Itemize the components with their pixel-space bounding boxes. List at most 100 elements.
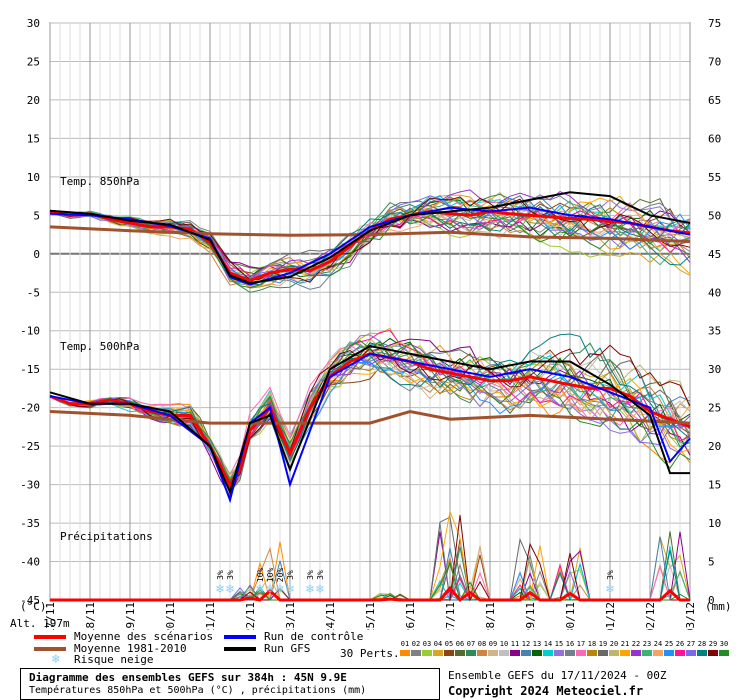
x-tick-label: 30/11 bbox=[564, 602, 577, 630]
pert-swatch bbox=[620, 650, 630, 656]
pert-swatch bbox=[444, 650, 454, 656]
y2-tick-label: 30 bbox=[708, 363, 721, 376]
x-tick-label: 28/11 bbox=[484, 602, 497, 630]
series-line bbox=[49, 345, 690, 496]
pert-number: 08 bbox=[478, 640, 486, 648]
y-tick-label: -45 bbox=[20, 594, 40, 607]
x-tick-label: 24/11 bbox=[324, 602, 337, 630]
x-tick-label: 20/11 bbox=[164, 602, 177, 630]
snow-risk-label: 3% bbox=[226, 570, 235, 580]
y2-tick-label: 70 bbox=[708, 55, 721, 68]
pert-swatch bbox=[653, 650, 663, 656]
pert-number: 26 bbox=[676, 640, 684, 648]
x-tick-label: 17/11 bbox=[44, 602, 57, 630]
altitude-label: Alt. 197m bbox=[10, 617, 70, 630]
pert-swatch bbox=[532, 650, 542, 656]
legend-swatch-gfs bbox=[224, 647, 256, 651]
x-tick-label: 01/12 bbox=[604, 602, 617, 630]
pert-swatch bbox=[543, 650, 553, 656]
pert-swatch bbox=[642, 650, 652, 656]
snowflake-icon: ❄ bbox=[225, 582, 234, 597]
x-tick-label: 27/11 bbox=[444, 602, 457, 630]
y2-tick-label: 35 bbox=[708, 325, 721, 338]
chart-subtitle: Températures 850hPa et 500hPa (°C) , pré… bbox=[29, 685, 367, 696]
x-tick-label: 18/11 bbox=[84, 602, 97, 630]
pert-swatch bbox=[477, 650, 487, 656]
pert-number: 29 bbox=[709, 640, 717, 648]
pert-number: 27 bbox=[687, 640, 695, 648]
panel-label: Temp. 500hPa bbox=[60, 340, 139, 353]
pert-swatch bbox=[708, 650, 718, 656]
y-tick-label: -35 bbox=[20, 517, 40, 530]
pert-number: 01 bbox=[401, 640, 409, 648]
legend-swatch-control bbox=[224, 635, 256, 639]
pert-number: 18 bbox=[588, 640, 596, 648]
y-tick-label: -15 bbox=[20, 363, 40, 376]
y2-tick-label: 75 bbox=[708, 17, 721, 30]
pert-swatch bbox=[499, 650, 509, 656]
pert-swatch bbox=[576, 650, 586, 656]
y2-tick-label: 55 bbox=[708, 171, 721, 184]
y2-tick-label: 45 bbox=[708, 248, 721, 261]
panel-label: Temp. 850hPa bbox=[60, 175, 139, 188]
snowflake-icon: ❄ bbox=[285, 582, 294, 597]
pert-swatch bbox=[466, 650, 476, 656]
snowflake-icon: ❄ bbox=[275, 582, 284, 597]
pert-number: 09 bbox=[489, 640, 497, 648]
pert-swatch bbox=[455, 650, 465, 656]
legend-label-climate: Moyenne 1981-2010 bbox=[74, 642, 187, 655]
y-tick-label: 5 bbox=[33, 209, 40, 222]
pert-swatch bbox=[675, 650, 685, 656]
x-tick-label: 22/11 bbox=[244, 602, 257, 630]
pert-swatch bbox=[433, 650, 443, 656]
pert-swatch bbox=[664, 650, 674, 656]
pert-swatch bbox=[719, 650, 729, 656]
pert-number: 20 bbox=[610, 640, 618, 648]
ensemble-member-line bbox=[49, 349, 691, 493]
copyright: Copyright 2024 Meteociel.fr bbox=[448, 684, 644, 698]
y-tick-label: 15 bbox=[27, 132, 40, 145]
legend-label-control: Run de contrôle bbox=[264, 630, 364, 643]
legend-label-gfs: Run GFS bbox=[264, 642, 311, 655]
snowflake-icon: ❄ bbox=[305, 582, 314, 597]
pert-number: 28 bbox=[698, 640, 706, 648]
pert-number: 14 bbox=[544, 640, 552, 648]
y-tick-label: -20 bbox=[20, 402, 40, 415]
left-axis-unit: (°C) bbox=[20, 600, 47, 613]
x-tick-label: 03/12 bbox=[684, 602, 697, 630]
series-line bbox=[49, 409, 691, 425]
pert-number: 07 bbox=[467, 640, 475, 648]
pert-swatch bbox=[400, 650, 410, 656]
run-info: Ensemble GEFS du 17/11/2024 - 00Z bbox=[448, 669, 667, 682]
pert-swatch bbox=[697, 650, 707, 656]
panel-label: Précipitations bbox=[60, 530, 153, 543]
x-tick-label: 19/11 bbox=[124, 602, 137, 630]
legend-swatch-mean bbox=[34, 635, 66, 639]
pert-number: 16 bbox=[566, 640, 574, 648]
snowflake-icon: ❄ bbox=[52, 652, 60, 667]
pert-number: 02 bbox=[412, 640, 420, 648]
legend-label-snow: Risque neige bbox=[74, 653, 154, 666]
snow-risk-label: 3% bbox=[286, 570, 295, 580]
pert-number: 22 bbox=[632, 640, 640, 648]
perts-legend: 01 02 03 04 05 06 07 08 09 10 11 12 13 14 15 16 17 18 19 20… bbox=[400, 640, 729, 656]
snow-risk-label: 3% bbox=[606, 570, 615, 580]
chart-title: Diagramme des ensembles GEFS sur 384h : … bbox=[29, 671, 347, 684]
snow-risk-label: 3% bbox=[316, 570, 325, 580]
pert-swatch bbox=[565, 650, 575, 656]
pert-number: 30 bbox=[720, 640, 728, 648]
pert-number: 15 bbox=[555, 640, 563, 648]
pert-swatch bbox=[686, 650, 696, 656]
snowflake-icon: ❄ bbox=[315, 582, 324, 597]
y2-tick-label: 10 bbox=[708, 517, 721, 530]
y2-tick-label: 40 bbox=[708, 286, 721, 299]
pert-number: 17 bbox=[577, 640, 585, 648]
y-tick-label: -5 bbox=[27, 286, 40, 299]
snowflake-icon: ❄ bbox=[605, 582, 614, 597]
snow-risk-label: 20% bbox=[276, 568, 285, 583]
y-tick-label: 10 bbox=[27, 171, 40, 184]
y-tick-label: 30 bbox=[27, 17, 40, 30]
pert-number: 13 bbox=[533, 640, 541, 648]
